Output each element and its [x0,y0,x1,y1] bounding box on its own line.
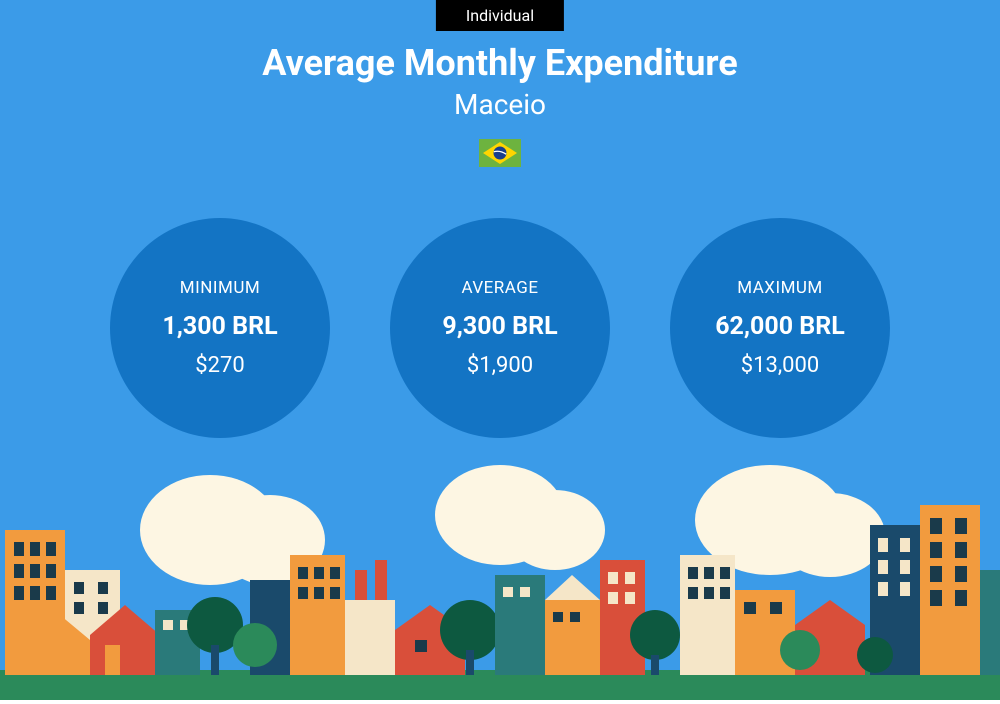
stat-value: 1,300 BRL [162,312,277,341]
stat-usd: $270 [195,353,244,378]
city-illustration [0,460,1000,700]
country-flag-icon [479,139,521,167]
stat-maximum: MAXIMUM 62,000 BRL $13,000 [670,218,890,438]
stat-value: 9,300 BRL [442,312,557,341]
stat-average: AVERAGE 9,300 BRL $1,900 [390,218,610,438]
stat-label: MINIMUM [180,278,260,298]
header: Average Monthly Expenditure Maceio [0,42,1000,171]
stat-minimum: MINIMUM 1,300 BRL $270 [110,218,330,438]
badge-text: Individual [466,6,534,25]
page-title: Average Monthly Expenditure [0,42,1000,84]
category-badge: Individual [436,0,564,31]
stat-usd: $1,900 [467,353,533,378]
stat-label: MAXIMUM [737,278,823,298]
stat-value: 62,000 BRL [715,312,845,341]
city-name: Maceio [0,88,1000,121]
stat-usd: $13,000 [741,353,820,378]
stat-label: AVERAGE [461,278,538,298]
stats-row: MINIMUM 1,300 BRL $270 AVERAGE 9,300 BRL… [0,218,1000,438]
